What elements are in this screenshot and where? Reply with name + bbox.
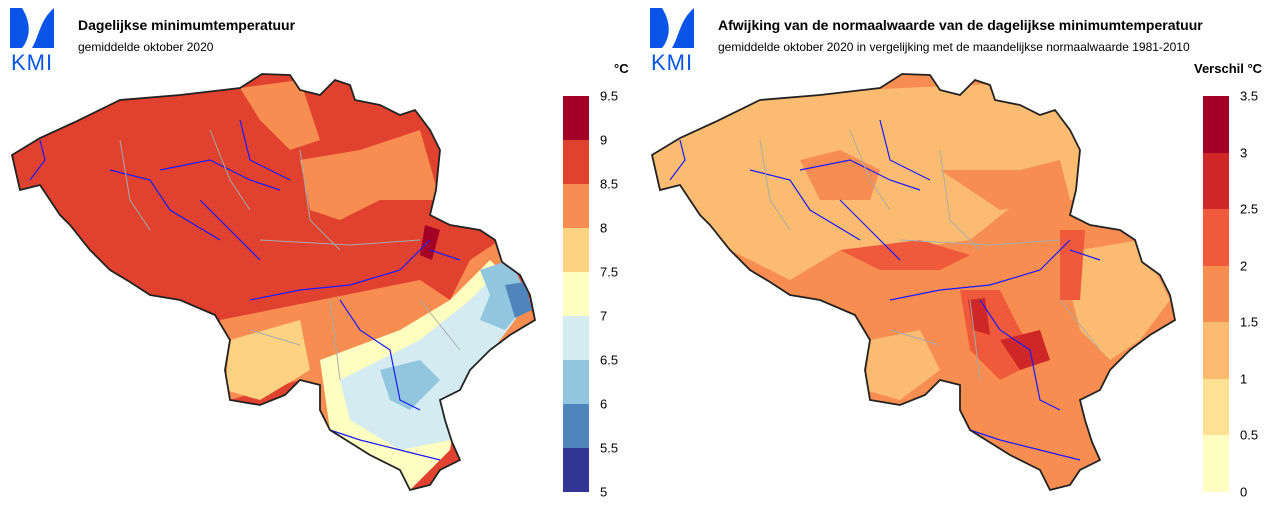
- map-title: Afwijking van de normaalwaarde van de da…: [718, 17, 1203, 33]
- legend-tick-label: 2: [1240, 258, 1248, 274]
- legend-color-band: [1203, 435, 1229, 493]
- legend-color-band: [563, 96, 589, 140]
- legend-tick-label: 5.5: [600, 440, 619, 456]
- legend-color-band: [1203, 209, 1229, 266]
- rivers: [669, 119, 1101, 461]
- legend-color-band: [563, 140, 589, 184]
- legend-tick-label: 5: [600, 484, 608, 500]
- legend-tick-label: 9: [600, 132, 608, 148]
- legend-color-band: [563, 404, 589, 448]
- rivers: [29, 119, 461, 461]
- map-subtitle: gemiddelde oktober 2020: [78, 40, 214, 54]
- legend-tick-label: 1: [1240, 371, 1248, 387]
- color-legend: [1203, 96, 1229, 493]
- legend-tick-label: 6.5: [600, 352, 619, 368]
- legend-tick-label: 3.5: [1240, 88, 1259, 104]
- belgium-temperature-map: [11, 73, 536, 491]
- color-legend: [563, 96, 589, 492]
- legend-color-band: [1203, 152, 1229, 210]
- panel-temperature-anomaly: KMI Afwijking van de normaalwaarde van d…: [640, 0, 1280, 507]
- legend-unit: °C: [614, 61, 629, 76]
- legend-color-band: [563, 184, 589, 228]
- kmi-logo-text: KMI: [10, 50, 54, 75]
- legend-color-band: [1203, 96, 1229, 153]
- legend-tick-label: 8.5: [600, 176, 619, 192]
- legend-unit: Verschil °C: [1194, 61, 1263, 76]
- legend-color-band: [563, 272, 589, 316]
- legend-tick-label: 2.5: [1240, 201, 1259, 217]
- legend-tick-label: 8: [600, 220, 608, 236]
- legend-color-band: [563, 360, 589, 404]
- legend-ticks: 3.5 3 2.5 2 1.5 1 0.5 0: [1240, 89, 1280, 500]
- legend-tick-label: 3: [1240, 145, 1248, 161]
- panel-minimum-temperature: KMI Dagelijkse minimumtemperatuur gemidd…: [10, 8, 640, 500]
- legend-color-band: [563, 228, 589, 272]
- legend-color-band: [1203, 378, 1229, 436]
- legend-color-band: [563, 316, 589, 360]
- legend-tick-label: 1.5: [1240, 314, 1259, 330]
- map-title: Dagelijkse minimumtemperatuur: [78, 17, 296, 33]
- map-subtitle: gemiddelde oktober 2020 in vergelijking …: [718, 40, 1190, 54]
- belgium-anomaly-map: [651, 73, 1176, 491]
- legend-tick-label: 9.5: [600, 88, 619, 104]
- province-borders: [759, 129, 1101, 381]
- legend-ticks: 9.5 9 8.5 8 7.5 7 6.5 6 5.5 5: [600, 89, 640, 500]
- legend-tick-label: 6: [600, 396, 608, 412]
- kmi-logo-text: KMI: [650, 50, 694, 75]
- legend-tick-label: 7: [600, 308, 608, 324]
- kmi-logo: [650, 8, 694, 48]
- legend-tick-label: 0: [1240, 484, 1248, 500]
- legend-color-band: [1203, 265, 1229, 323]
- legend-color-band: [1203, 322, 1229, 379]
- kmi-logo: [10, 8, 54, 48]
- legend-color-band: [563, 448, 589, 492]
- province-borders: [119, 129, 461, 381]
- legend-tick-label: 7.5: [600, 264, 619, 280]
- legend-tick-label: 0.5: [1240, 427, 1259, 443]
